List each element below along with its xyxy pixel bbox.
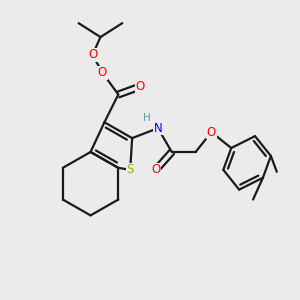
Text: O: O xyxy=(136,80,145,93)
Text: O: O xyxy=(88,48,97,62)
Text: S: S xyxy=(127,163,134,176)
Text: O: O xyxy=(98,66,107,79)
Text: O: O xyxy=(207,126,216,139)
Text: H: H xyxy=(143,113,151,123)
Text: O: O xyxy=(151,163,160,176)
Text: N: N xyxy=(154,122,162,135)
